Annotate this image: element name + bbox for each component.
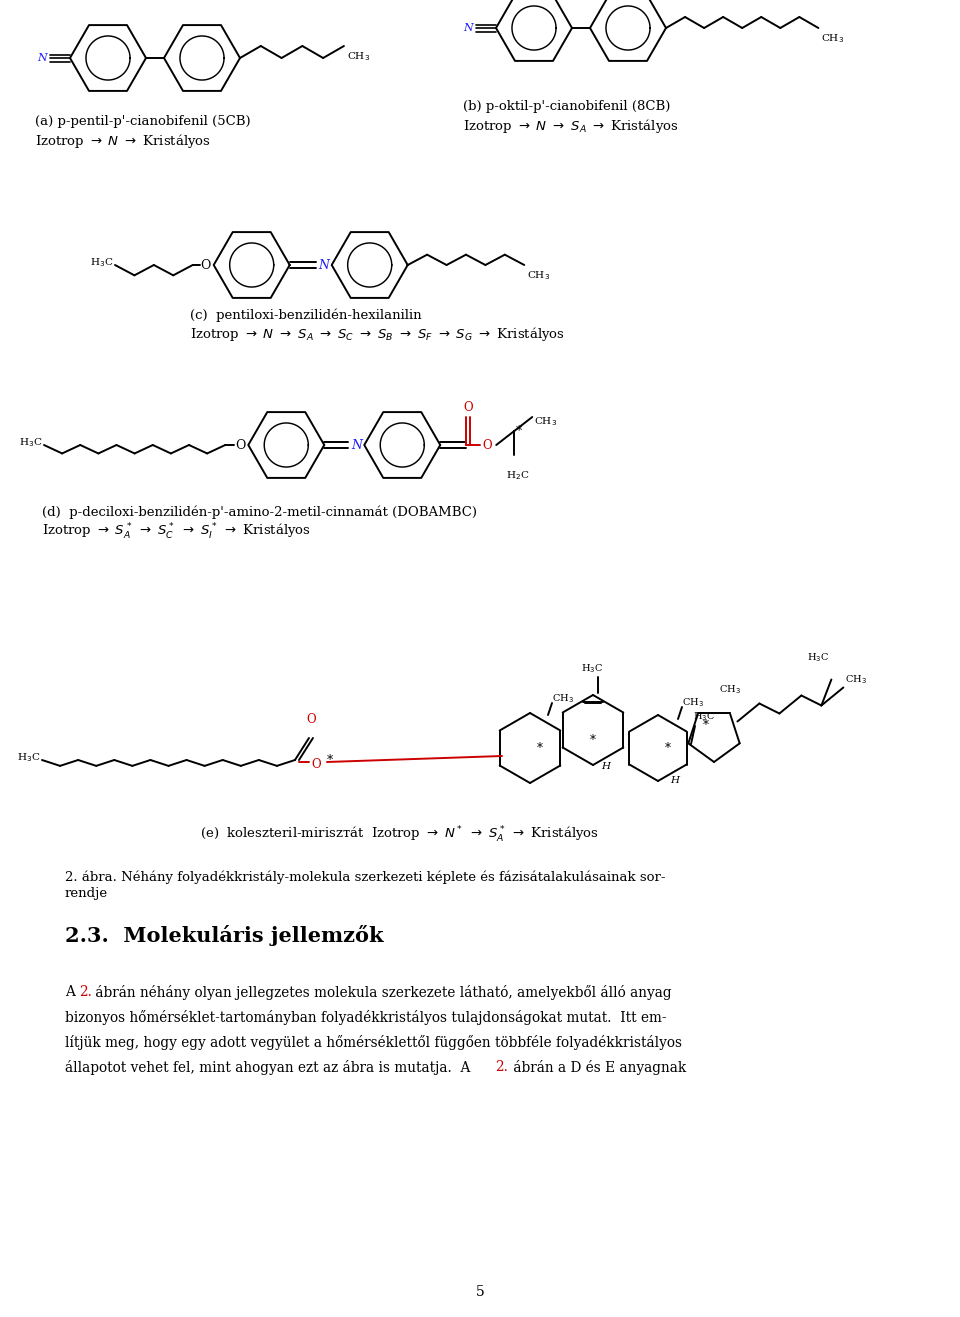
Text: Izotrop $\rightarrow$ $N$ $\rightarrow$ Kristályos: Izotrop $\rightarrow$ $N$ $\rightarrow$ … — [35, 132, 211, 150]
Text: *: * — [665, 741, 671, 755]
Text: (e)  koleszteril-miriszтát  Izotrop $\rightarrow$ $N^*$ $\rightarrow$ $S^*_A$ $\: (e) koleszteril-miriszтát Izotrop $\righ… — [200, 824, 599, 846]
Text: Izotrop $\rightarrow$ $S^*_A$ $\rightarrow$ $S^*_C$ $\rightarrow$ $S^*_I$ $\righ: Izotrop $\rightarrow$ $S^*_A$ $\rightarr… — [42, 522, 311, 543]
Text: *: * — [590, 734, 596, 747]
Text: O: O — [306, 712, 316, 726]
Text: Izotrop $\rightarrow$ $N$ $\rightarrow$ $S_A$ $\rightarrow$ Kristályos: Izotrop $\rightarrow$ $N$ $\rightarrow$ … — [463, 117, 679, 136]
Text: H$_3$C: H$_3$C — [693, 710, 715, 723]
Text: CH$_3$: CH$_3$ — [552, 693, 574, 705]
Text: N: N — [37, 53, 47, 63]
Text: *: * — [516, 424, 522, 437]
Text: bizonyos hőmérséklet-tartományban folyadékkristályos tulajdonságokat mutat.  Itt: bizonyos hőmérséklet-tartományban folyad… — [65, 1010, 666, 1025]
Text: 2.: 2. — [495, 1060, 508, 1073]
Text: H$_3$C: H$_3$C — [18, 437, 42, 449]
Text: Izotrop $\rightarrow$ $N$ $\rightarrow$ $S_A$ $\rightarrow$ $S_C$ $\rightarrow$ : Izotrop $\rightarrow$ $N$ $\rightarrow$ … — [190, 325, 564, 342]
Text: O: O — [311, 757, 321, 770]
Text: H: H — [670, 776, 679, 785]
Text: H$_3$C: H$_3$C — [807, 651, 829, 664]
Text: (d)  p-deciloxi-benzilidén-p'-amino-2-metil-cinnamát (DOBAMBC): (d) p-deciloxi-benzilidén-p'-amino-2-met… — [42, 504, 477, 519]
Text: CH$_3$: CH$_3$ — [347, 50, 370, 63]
Text: 5: 5 — [475, 1285, 485, 1299]
Text: H$_3$C: H$_3$C — [16, 752, 40, 764]
Text: CH$_3$: CH$_3$ — [527, 269, 550, 282]
Text: 2.: 2. — [79, 985, 92, 1000]
Text: O: O — [482, 439, 492, 452]
Text: A: A — [65, 985, 80, 1000]
Text: CH$_3$: CH$_3$ — [846, 673, 867, 686]
Text: *: * — [537, 741, 543, 755]
Text: *: * — [703, 719, 709, 731]
Text: ábrán a D és E anyagnak: ábrán a D és E anyagnak — [509, 1060, 686, 1075]
Text: 2.3.  Molekuláris jellemzők: 2.3. Molekuláris jellemzők — [65, 925, 383, 946]
Text: O: O — [201, 258, 211, 271]
Text: ábrán néhány olyan jellegzetes molekula szerkezete látható, amelyekből álló anya: ábrán néhány olyan jellegzetes molekula … — [91, 985, 672, 1000]
Text: H$_3$C: H$_3$C — [581, 662, 603, 676]
Text: O: O — [464, 400, 473, 414]
Text: 2. ábra. Néhány folyadékkristály-molekula szerkezeti képlete és fázisátalakulása: 2. ábra. Néhány folyadékkristály-molekul… — [65, 871, 665, 884]
Text: állapotot vehet fel, mint ahogyan ezt az ábra is mutatja.  A: állapotot vehet fel, mint ahogyan ezt az… — [65, 1060, 475, 1075]
Text: (a) p-pentil-p'-cianobifenil (5CB): (a) p-pentil-p'-cianobifenil (5CB) — [35, 115, 251, 128]
Text: CH$_3$: CH$_3$ — [682, 697, 704, 709]
Text: O: O — [235, 439, 246, 452]
Text: rendje: rendje — [65, 888, 108, 900]
Text: N: N — [463, 22, 473, 33]
Text: CH$_3$: CH$_3$ — [719, 684, 741, 695]
Text: H$_2$C: H$_2$C — [506, 469, 530, 482]
Text: N: N — [319, 258, 329, 271]
Text: N: N — [351, 439, 362, 452]
Text: *: * — [327, 753, 333, 766]
Text: H$_3$C: H$_3$C — [89, 257, 113, 270]
Text: CH$_3$: CH$_3$ — [822, 32, 845, 45]
Text: (c)  pentiloxi-benzilidén-hexilanilin: (c) pentiloxi-benzilidén-hexilanilin — [190, 308, 421, 321]
Text: lítjük meg, hogy egy adott vegyület a hőmérséklettől függően többféle folyadékkr: lítjük meg, hogy egy adott vegyület a hő… — [65, 1035, 682, 1050]
Text: CH$_3$: CH$_3$ — [535, 415, 558, 428]
Text: (b) p-oktil-p'-cianobifenil (8CB): (b) p-oktil-p'-cianobifenil (8CB) — [463, 100, 670, 113]
Text: H: H — [601, 761, 610, 770]
